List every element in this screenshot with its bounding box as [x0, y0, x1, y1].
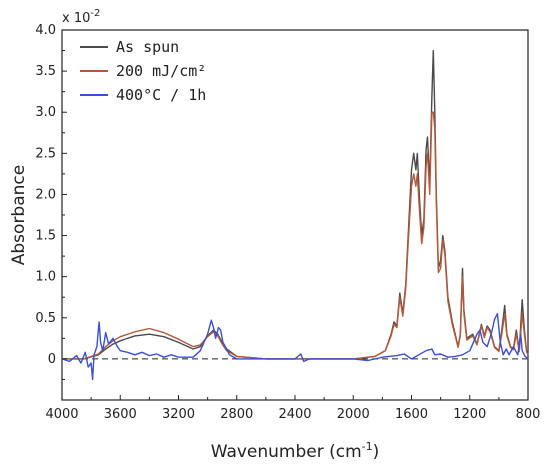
y-axis-exponent-base: x 10: [62, 11, 90, 26]
x-tick-label: 1200: [453, 407, 486, 422]
x-tick-label: 1600: [395, 407, 428, 422]
x-tick-label: 2000: [337, 407, 370, 422]
legend: As spun 200 mJ/cm² 400°C / 1h: [80, 38, 206, 104]
y-axis-exponent: x 10-2: [62, 8, 100, 26]
y-tick-label: 1.5: [35, 229, 56, 244]
legend-label: 200 mJ/cm²: [116, 62, 206, 80]
y-tick-label: 0: [48, 352, 56, 367]
x-axis-title-sup: -1: [362, 440, 373, 453]
legend-label: 400°C / 1h: [116, 86, 206, 104]
x-axis-title: Wavenumber (cm-1): [211, 440, 380, 462]
series-line-2: [62, 111, 529, 360]
legend-label: As spun: [116, 38, 179, 56]
series-line-3: [61, 313, 529, 381]
x-tick-label: 800: [516, 407, 541, 422]
y-axis-exponent-power: -2: [90, 8, 100, 19]
x-tick-label: 3200: [162, 407, 195, 422]
y-tick-label: 3.5: [35, 64, 56, 79]
y-tick-label: 3.0: [35, 105, 56, 120]
x-axis-title-main: Wavenumber (cm: [211, 442, 362, 462]
x-axis-ticks: 4000 3600 3200 2800 2400 2000 1600 1200 800: [45, 395, 540, 422]
x-tick-label: 4000: [45, 407, 78, 422]
x-tick-label: 2800: [220, 407, 253, 422]
x-tick-label: 3600: [104, 407, 137, 422]
x-tick-label: 2400: [278, 407, 311, 422]
y-axis-title: Absorbance: [9, 165, 29, 265]
y-tick-label: 0.5: [35, 311, 56, 326]
x-axis-title-end: ): [373, 442, 380, 462]
series-layer: [61, 49, 529, 381]
y-tick-label: 4.0: [35, 23, 56, 38]
y-tick-label: 2.0: [35, 187, 56, 202]
y-tick-label: 1.0: [35, 270, 56, 285]
y-tick-label: 2.5: [35, 146, 56, 161]
y-axis-ticks: 0 0.5 1.0 1.5 2.0 2.5 3.0 3.5 4.0: [35, 23, 67, 380]
